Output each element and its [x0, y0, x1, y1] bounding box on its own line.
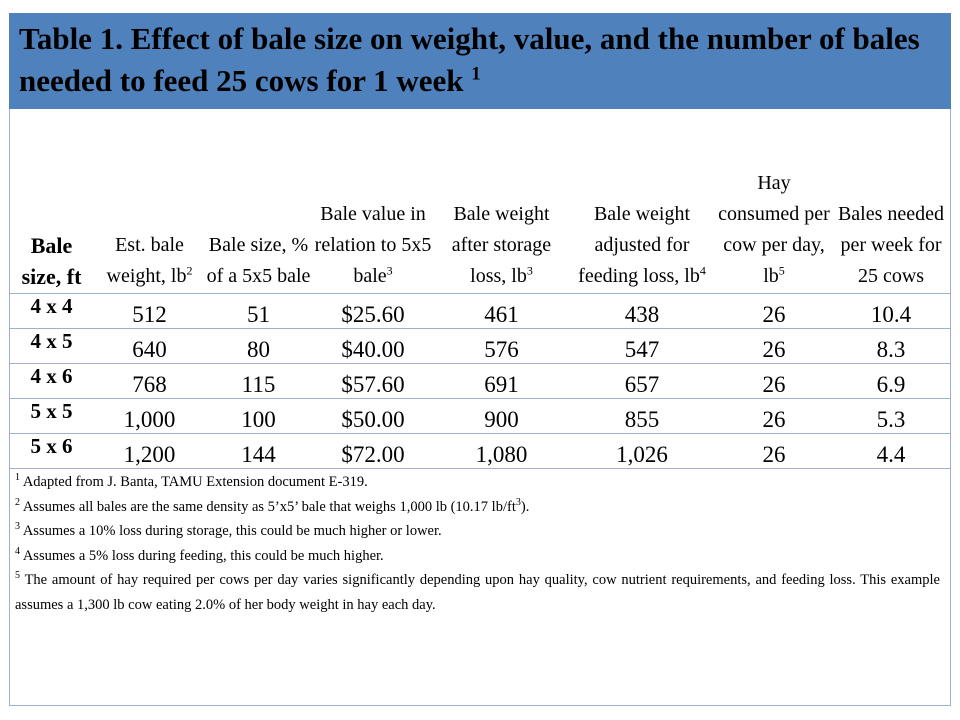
- col-header: Bale weight after storage loss, lb3: [435, 109, 568, 294]
- table-cell: 855: [568, 398, 716, 434]
- table-cell: 768: [93, 363, 206, 399]
- table-cell: 8.3: [832, 328, 950, 364]
- table-cell: 547: [568, 328, 716, 364]
- bale-table: Bale size, ft Est. bale weight, lb2 Bale s…: [10, 109, 950, 469]
- col-header-label: Bale size, % of a 5x5 bale: [206, 234, 311, 287]
- col-header-bale-size: Bale size, ft: [10, 109, 93, 294]
- table-cell: 26: [716, 293, 832, 329]
- table-row: 4 x 6 768 115 $57.60 691 657 26 6.9: [10, 363, 950, 399]
- col-header-label: Hay consumed per cow per day, lb: [718, 172, 830, 287]
- table-cell: 1,026: [568, 433, 716, 469]
- header-row: Bale size, ft Est. bale weight, lb2 Bale s…: [10, 109, 950, 294]
- table-cell: $40.00: [311, 328, 435, 364]
- col-header: Bale value in relation to 5x5 bale3: [311, 109, 435, 294]
- table-cell: 1,080: [435, 433, 568, 469]
- footnotes: 1 Adapted from J. Banta, TAMU Extension …: [15, 470, 940, 617]
- footnote-text: Assumes a 10% loss during storage, this …: [22, 523, 442, 539]
- footnote-superscript: 3: [515, 496, 521, 508]
- table-cell: 115: [206, 363, 311, 399]
- footnote: 2 Assumes all bales are the same density…: [15, 495, 940, 520]
- footnote-number: 5: [15, 570, 20, 582]
- footnote-number: 2: [15, 496, 20, 508]
- table-cell: $57.60: [311, 363, 435, 399]
- footnote-text-end: ).: [520, 498, 530, 515]
- table-cell: 691: [435, 363, 568, 399]
- row-bale-size: 4 x 6: [10, 363, 93, 399]
- footnote-text: Assumes a 5% loss during feeding, this c…: [22, 547, 384, 564]
- table-cell: 512: [93, 293, 206, 329]
- footnote: 4 Assumes a 5% loss during feeding, this…: [15, 544, 940, 569]
- table-cell: 438: [568, 293, 716, 329]
- table-cell: 6.9: [832, 363, 950, 399]
- table-cell: 1,200: [93, 433, 206, 469]
- col-header-label: Est. bale weight, lb: [106, 234, 187, 287]
- col-header-footnote-ref: 4: [699, 263, 706, 278]
- title-footnote-ref: 1: [471, 63, 481, 85]
- table-cell: 461: [435, 293, 568, 329]
- table-cell: $25.60: [311, 293, 435, 329]
- table-row: 4 x 4 512 51 $25.60 461 438 26 10.4: [10, 293, 950, 329]
- table-cell: 100: [206, 398, 311, 434]
- col-header: Bales needed per week for 25 cows: [832, 109, 950, 294]
- col-header-label: Bale weight adjusted for feeding loss, l…: [578, 203, 700, 287]
- col-header: Bale weight adjusted for feeding loss, l…: [568, 109, 716, 294]
- table-cell: 900: [435, 398, 568, 434]
- col-header-footnote-ref: 2: [186, 263, 193, 278]
- table-cell: $72.00: [311, 433, 435, 469]
- table-title: Table 1. Effect of bale size on weight, …: [9, 13, 951, 109]
- col-header: Hay consumed per cow per day, lb5: [716, 109, 832, 294]
- footnote-number: 3: [15, 521, 20, 533]
- table-cell: 26: [716, 328, 832, 364]
- footnote-text: Adapted from J. Banta, TAMU Extension do…: [22, 474, 368, 490]
- footnote-number: 4: [15, 545, 20, 557]
- table-row: 5 x 5 1,000 100 $50.00 900 855 26 5.3: [10, 398, 950, 434]
- table-cell: 657: [568, 363, 716, 399]
- table-cell: 80: [206, 328, 311, 364]
- footnote-text: The amount of hay required per cows per …: [15, 572, 940, 613]
- table-row: 5 x 6 1,200 144 $72.00 1,080 1,026 26 4.4: [10, 433, 950, 469]
- col-header-label: Bales needed per week for 25 cows: [837, 203, 945, 287]
- col-header: Est. bale weight, lb2: [93, 109, 206, 294]
- col-header-footnote-ref: 3: [526, 263, 533, 278]
- table-cell: $50.00: [311, 398, 435, 434]
- table-cell: 26: [716, 363, 832, 399]
- table-body: 4 x 4 512 51 $25.60 461 438 26 10.4 4 x 5 640 80 $4…: [10, 293, 950, 469]
- table-row: 4 x 5 640 80 $40.00 576 547 26 8.3: [10, 328, 950, 364]
- col-header-footnote-ref: 5: [778, 263, 785, 278]
- title-text: Table 1. Effect of bale size on weight, …: [19, 21, 920, 98]
- footnote-number: 1: [15, 472, 20, 484]
- table-cell: 4.4: [832, 433, 950, 469]
- table-cell: 5.3: [832, 398, 950, 434]
- footnote-text: Assumes all bales are the same density a…: [22, 498, 516, 515]
- footnote: 5 The amount of hay required per cows pe…: [15, 568, 940, 617]
- table-cell: 1,000: [93, 398, 206, 434]
- table-cell: 26: [716, 398, 832, 434]
- row-bale-size: 4 x 5: [10, 328, 93, 364]
- table-cell: 10.4: [832, 293, 950, 329]
- table-cell: 26: [716, 433, 832, 469]
- table-cell: 144: [206, 433, 311, 469]
- col-header-label: Bale value in relation to 5x5 bale: [314, 203, 432, 287]
- row-bale-size: 5 x 6: [10, 433, 93, 469]
- col-header: Bale size, % of a 5x5 bale: [206, 109, 311, 294]
- row-bale-size: 5 x 5: [10, 398, 93, 434]
- row-bale-size: 4 x 4: [10, 293, 93, 329]
- table-cell: 576: [435, 328, 568, 364]
- footnote: 1 Adapted from J. Banta, TAMU Extension …: [15, 470, 940, 495]
- table-cell: 51: [206, 293, 311, 329]
- col-header-label: Bale size, ft: [21, 233, 82, 289]
- table-cell: 640: [93, 328, 206, 364]
- footnote: 3 Assumes a 10% loss during storage, thi…: [15, 519, 940, 544]
- col-header-footnote-ref: 3: [386, 263, 393, 278]
- col-header-label: Bale weight after storage loss, lb: [451, 203, 552, 287]
